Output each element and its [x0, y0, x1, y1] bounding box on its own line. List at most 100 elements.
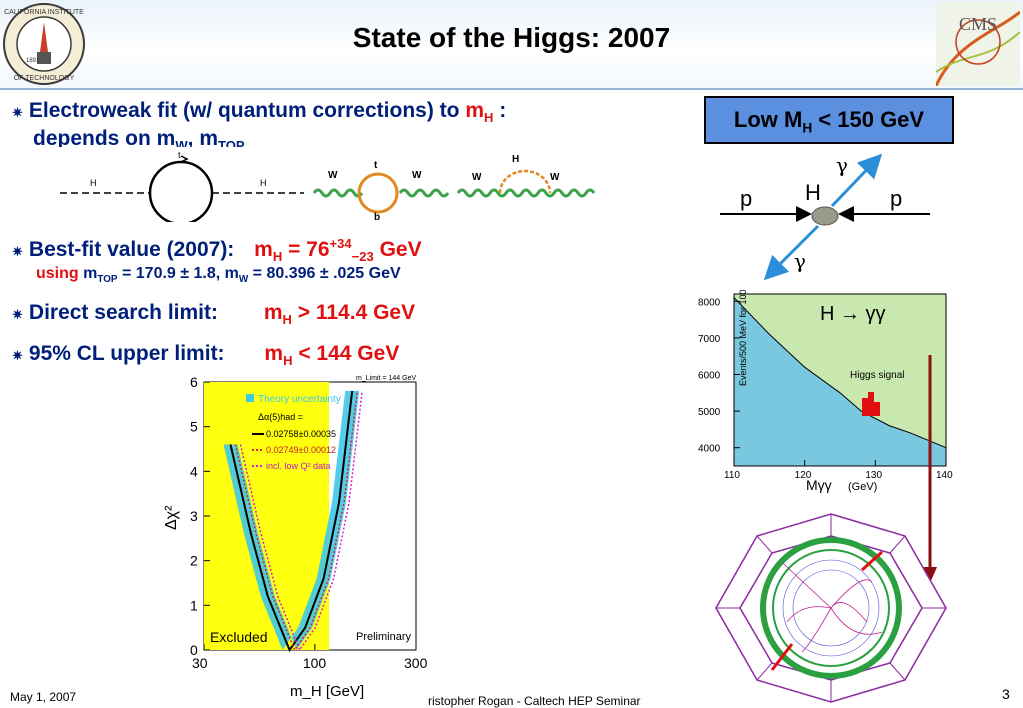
chi2-ytick-label: 1	[190, 597, 198, 613]
chi2-xtick-label: 100	[303, 655, 327, 671]
hgg-xtick-label: 140	[936, 470, 953, 481]
hgg-ytick-label: 6000	[698, 371, 721, 382]
higgs-top-loop-diagram: H H t t	[60, 150, 304, 222]
low-mh-value: < 150 GeV	[812, 107, 925, 132]
svg-text:CALIFORNIA INSTITUTE: CALIFORNIA INSTITUTE	[4, 9, 84, 16]
hgg-xtick-label: 130	[865, 470, 882, 481]
t-top-label: t	[178, 150, 181, 160]
caltech-seal-logo: CALIFORNIA INSTITUTE OF TECHNOLOGY 1891	[3, 3, 85, 85]
bullet-star-icon: ✷	[12, 244, 23, 259]
using-top-sub: TOP	[97, 274, 118, 286]
ds-m: m	[263, 301, 283, 324]
photon-up-arrow	[830, 153, 883, 208]
legend-line1: 0.02758±0.00035	[266, 429, 336, 439]
using-mid: = 170.9 ± 1.8, m	[117, 265, 239, 282]
h-label: H	[805, 180, 821, 205]
legend-line3: incl. low Q² data	[266, 461, 331, 471]
collision-point	[811, 206, 839, 226]
preliminary-label: Preliminary	[356, 631, 412, 643]
chi2-ytick-label: 6	[190, 374, 198, 390]
slide-title: State of the Higgs: 2007	[352, 22, 671, 53]
photon-down-arrow	[763, 224, 820, 280]
page-number: 3	[1002, 686, 1010, 702]
low-mh-sub: H	[802, 120, 813, 136]
chi2-ylabel: Δχ²	[163, 505, 180, 530]
limit-label: m_Limit = 144 GeV	[356, 375, 416, 382]
best-fit-eq: = 76	[282, 238, 330, 261]
ds-sub: H	[282, 312, 292, 328]
w3-left-label: W	[472, 172, 482, 183]
signal-label: Higgs signal	[850, 370, 904, 381]
w-higgs-loop-diagram: W W H	[456, 154, 596, 198]
b-label: b	[374, 212, 380, 222]
using-end: = 80.396 ± .025 GeV	[248, 265, 401, 282]
bullet-colon: :	[499, 99, 507, 122]
h3-top-label: H	[512, 154, 519, 165]
low-mh-box: Low MH < 150 GeV	[704, 96, 954, 144]
cms-event-display	[715, 513, 947, 703]
using-w-sub: W	[238, 274, 249, 286]
w3-right-label: W	[550, 172, 560, 183]
best-fit-value: mH = 76+34−23 GeV	[254, 236, 421, 264]
depends-sub-w: W	[175, 138, 188, 147]
bullet-depends-line: depends on mW, mTOP	[33, 127, 433, 147]
chi2-ytick-label: 5	[190, 419, 198, 435]
upper-limit-value: mH < 144 GeV	[264, 342, 400, 368]
p-right-label: p	[890, 186, 902, 211]
chi2-xlabel: m_H [GeV]	[290, 683, 364, 700]
svg-text:CMS: CMS	[959, 14, 997, 34]
higgs-signal-peak	[862, 392, 880, 416]
w-top-bottom-loop-diagram: W W t b	[312, 160, 450, 222]
ul-m: m	[264, 342, 284, 365]
hgg-ylabel: Events/500 MeV for 100 fb⁻¹	[738, 290, 748, 386]
direct-search-value: mH > 114.4 GeV	[263, 301, 415, 328]
theory-legend-swatch	[246, 394, 254, 402]
w-right-label: W	[412, 170, 422, 181]
hgg-ytick-label: 7000	[698, 334, 721, 345]
bullet-best-fit: ✷ Best-fit value (2007): mH = 76+34−23 Ge…	[12, 236, 652, 264]
gamma-bottom-label: γ	[794, 249, 806, 273]
bullet-star-icon: ✷	[12, 105, 23, 120]
chi2-blueband-plot: 0 1 2 3 4 5 6 30 100 300 Excluded Preliminary m_…	[163, 374, 428, 700]
footer-date: May 1, 2007	[10, 690, 77, 704]
hgg-ytick-label: 4000	[698, 444, 721, 455]
cms-logo: CMS	[936, 2, 1020, 86]
depends-text: depends on m	[33, 127, 176, 147]
depends-mid: , m	[187, 127, 218, 147]
chi2-ytick-label: 0	[190, 642, 198, 658]
gamma-top-label: γ	[836, 153, 848, 177]
upper-limit-label: 95% CL upper limit:	[28, 342, 225, 365]
using-mtop: m	[83, 265, 98, 282]
hgg-title: H → γγ	[820, 303, 886, 325]
chi2-xtick-label: 30	[192, 655, 208, 671]
svg-text:OF TECHNOLOGY: OF TECHNOLOGY	[14, 75, 75, 82]
bullet-upper-limit: ✷ 95% CL upper limit: mH < 144 GeV	[12, 342, 572, 368]
ul-value: < 144 GeV	[292, 342, 400, 365]
hgg-xtick-label: 110	[724, 470, 740, 481]
excluded-label: Excluded	[210, 629, 268, 645]
best-fit-label: Best-fit value (2007):	[28, 238, 235, 261]
hgg-xlabel: Mγγ	[806, 477, 832, 493]
bullet-electroweak-fit: ✷ Electroweak fit (w/ quantum corrections…	[12, 99, 692, 125]
p-left-label: p	[740, 186, 752, 211]
higgs-production-diagram: p p H γ γ	[720, 153, 930, 280]
slide-header	[0, 0, 1023, 90]
best-fit-using-line: using mTOP = 170.9 ± 1.8, mW = 80.396 ± …	[36, 265, 656, 285]
legend-alpha: Δα(5)had =	[258, 412, 303, 422]
using-word: using	[36, 265, 79, 282]
mh-symbol: mH	[465, 99, 494, 126]
bullet-direct-search: ✷ Direct search limit: mH > 114.4 GeV	[12, 301, 572, 327]
t-label: t	[374, 160, 378, 171]
footer-author: ristopher Rogan - Caltech HEP Seminar	[428, 694, 641, 708]
mh-sub: H	[484, 110, 494, 126]
depends-sub-top: TOP	[218, 138, 245, 147]
h-gamma-gamma-plot: Higgs signal H → γγ 4000 5000 6000 7000 8000…	[698, 290, 953, 493]
h-right-label: H	[260, 178, 267, 188]
bullet-text: Electroweak fit (w/ quantum corrections)…	[28, 99, 460, 122]
using-values: mTOP = 170.9 ± 1.8, mW = 80.396 ± .025 G…	[83, 265, 401, 286]
legend-theory: Theory uncertainty	[258, 394, 341, 405]
low-mh-text: Low M	[733, 107, 803, 132]
bullet-star-icon: ✷	[12, 307, 23, 322]
chi2-curves	[223, 390, 363, 653]
best-fit-sup: +34	[329, 236, 352, 251]
